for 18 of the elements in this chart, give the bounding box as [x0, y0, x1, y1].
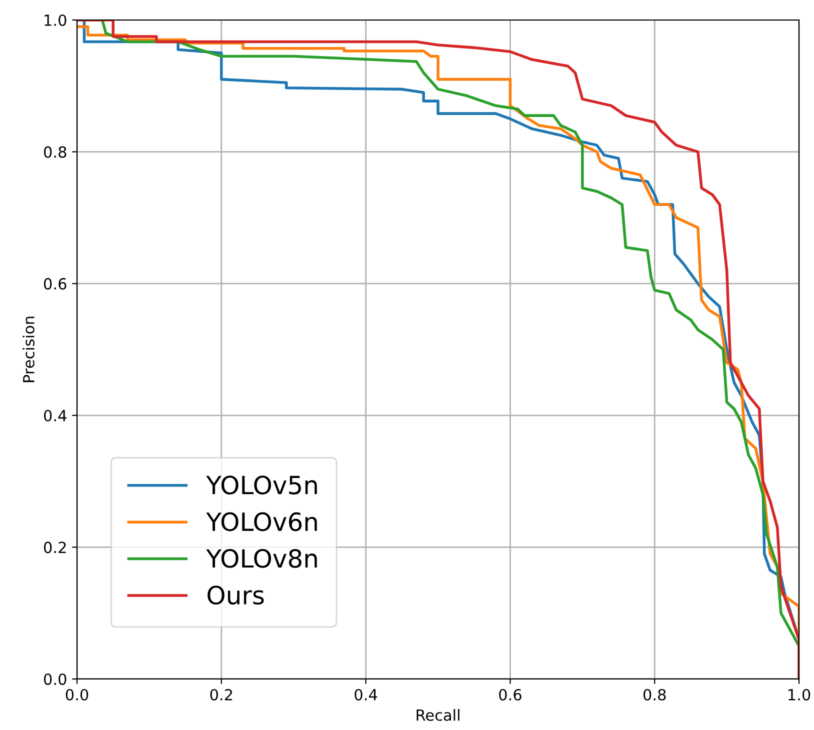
x-tick-label: 1.0	[788, 688, 810, 701]
legend-label: YOLOv8n	[206, 548, 317, 568]
y-tick-label: 0.0	[44, 673, 66, 685]
x-tick-label: 0.8	[643, 688, 666, 701]
x-tick-label: 0.2	[210, 688, 232, 701]
legend-label: Ours	[208, 586, 264, 605]
y-tick-label: 0.8	[44, 146, 66, 158]
y-tick-label: 0.6	[44, 278, 66, 290]
legend-label: YOLOv6n	[206, 512, 317, 532]
x-tick-label: 0.0	[66, 688, 88, 701]
x-tick-label: 0.4	[354, 688, 378, 701]
y-tick-label: 1.0	[44, 14, 66, 26]
y-axis-title: Precision	[22, 316, 34, 382]
x-tick-label: 0.6	[499, 688, 522, 701]
x-axis-title: Recall	[416, 709, 460, 721]
legend-label: YOLOv5n	[206, 476, 317, 495]
y-tick-label: 0.4	[44, 410, 66, 422]
y-tick-label: 0.2	[44, 542, 66, 554]
